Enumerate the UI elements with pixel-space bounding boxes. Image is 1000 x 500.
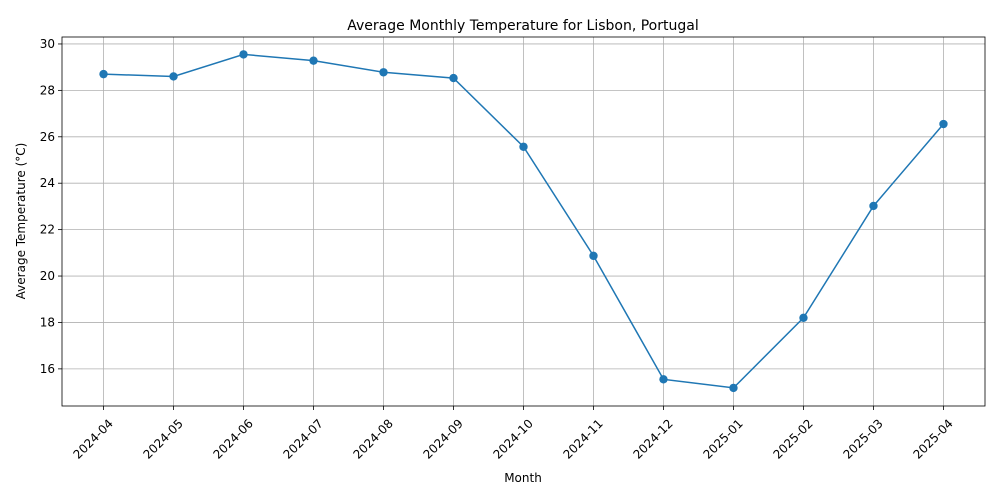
y-tick-label: 20 — [40, 269, 55, 283]
data-point — [309, 56, 318, 65]
y-tick-label: 22 — [40, 223, 55, 237]
series-temperature — [99, 50, 948, 393]
x-axis-label: Month — [504, 471, 542, 485]
y-tick-label: 24 — [40, 176, 55, 190]
y-tick-label: 16 — [40, 362, 55, 376]
data-point — [659, 375, 668, 384]
y-tick-label: 26 — [40, 130, 55, 144]
data-point — [729, 383, 738, 393]
data-point — [169, 72, 178, 81]
chart-title: Average Monthly Temperature for Lisbon, … — [347, 18, 698, 34]
data-point — [939, 119, 948, 129]
axes — [58, 36, 986, 410]
data-point — [519, 142, 528, 151]
y-tick-label: 28 — [40, 83, 55, 97]
y-tick-label: 18 — [40, 315, 55, 329]
data-point — [239, 50, 248, 59]
plot-frame — [61, 36, 986, 407]
data-point — [869, 201, 878, 211]
data-point — [99, 69, 108, 79]
data-point — [589, 251, 598, 261]
y-tick-label: 30 — [40, 37, 55, 51]
data-point — [799, 313, 808, 323]
data-point — [449, 73, 458, 83]
grid-lines — [62, 37, 985, 406]
data-point — [379, 68, 388, 77]
y-axis-label: Average Temperature (°C) — [14, 143, 28, 300]
